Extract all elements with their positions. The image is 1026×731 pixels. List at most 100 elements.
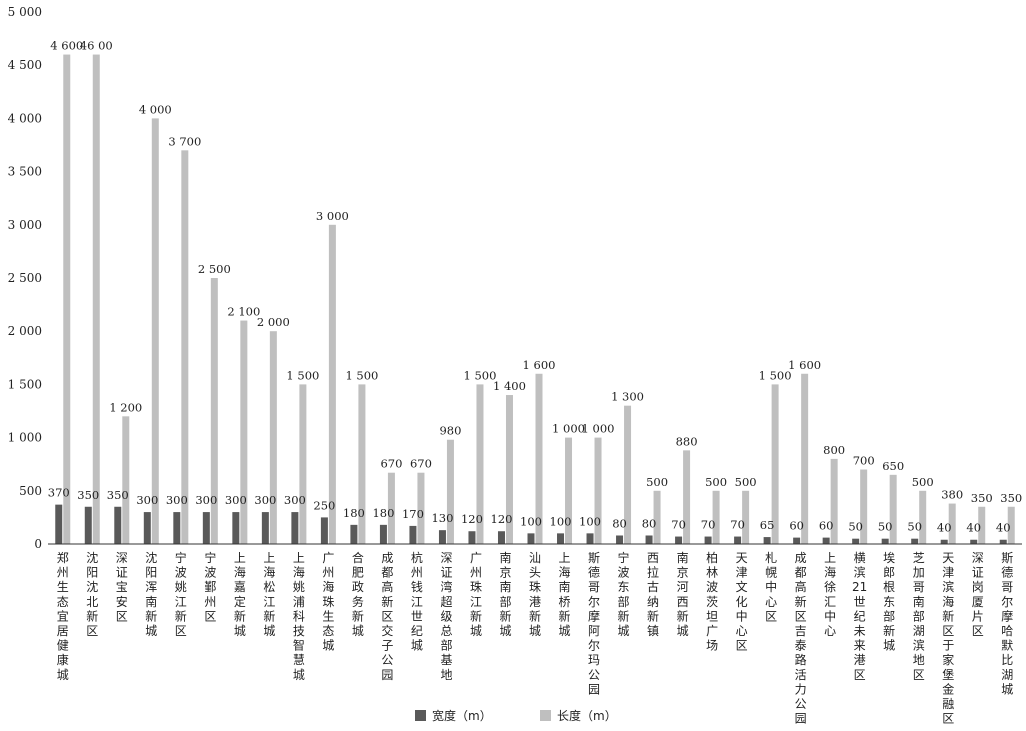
data-label-width: 300 [284,493,306,507]
bar-length [742,490,750,544]
data-label-width: 350 [107,488,129,502]
data-label-length: 800 [823,443,845,457]
bar-length [328,224,336,545]
data-label-length: 1 300 [611,390,644,404]
legend-swatch-width [415,710,426,721]
bar-width [438,530,446,544]
bar-length [210,278,218,544]
bar-width [114,506,122,544]
data-label-length: 46 00 [80,39,113,53]
data-label-width: 50 [848,520,863,534]
bar-length [269,331,277,544]
bar-width [202,512,210,544]
data-label-width: 300 [136,493,158,507]
category-label: 上海松江新城 [263,551,275,638]
bar-width [675,536,683,544]
bar-length [92,54,100,545]
bar-length [889,474,897,544]
y-tick-label: 4 000 [8,111,42,125]
data-label-width: 250 [313,498,335,512]
category-label: 天津文化中心区 [736,551,748,653]
data-label-width: 300 [166,493,188,507]
bar-length [299,384,307,544]
data-label-length: 880 [676,434,698,448]
data-label-length: 3 700 [168,134,201,148]
data-label-length: 1 600 [788,358,821,372]
category-label: 合肥政务新城 [352,550,364,638]
data-label-width: 60 [819,519,834,533]
data-label-length: 1 600 [523,358,556,372]
category-label: 沈阳沈北新区 [86,550,98,638]
category-label: 广州珠江新城 [470,551,482,638]
category-label: 广州海珠生态城 [322,551,334,653]
data-label-length: 700 [853,454,875,468]
data-label-width: 180 [372,506,394,520]
data-label-width: 70 [671,518,686,532]
category-label: 南京河西新城 [677,550,689,638]
data-label-width: 100 [550,514,572,528]
data-label-width: 120 [461,512,483,526]
bar-length [1007,506,1015,544]
data-label-width: 65 [760,518,775,532]
bar-width [320,517,328,544]
data-label-width: 40 [996,521,1011,535]
bar-length [181,150,189,544]
data-label-length: 670 [380,457,402,471]
y-tick-label: 3 500 [8,165,42,179]
data-label-width: 70 [701,518,716,532]
data-label-length: 4 000 [139,102,172,116]
data-label-length: 500 [705,475,727,489]
category-label: 埃郎根东部新城 [883,551,895,653]
bar-width [409,525,417,544]
category-label: 柏林波茨坦广场 [706,550,718,653]
bar-length [919,490,927,544]
category-label: 汕头珠港新城 [529,551,541,638]
data-label-length: 500 [912,475,934,489]
category-label: 上海南桥新城 [559,551,571,638]
bar-length [683,450,691,544]
data-label-width: 80 [642,516,657,530]
data-label-width: 100 [579,514,601,528]
category-label: 天津滨海新区于家堡金融区 [942,551,954,726]
bar-length [446,439,454,544]
data-label-width: 170 [402,507,424,521]
category-label: 斯德哥尔摩哈默比湖城 [1001,551,1013,696]
bar-length [653,490,661,544]
category-label: 杭州钱江世纪城 [411,550,423,653]
data-label-width: 300 [195,493,217,507]
data-label-length: 500 [735,475,757,489]
bar-length [565,437,573,544]
bar-length [476,384,484,544]
data-label-width: 130 [431,511,453,525]
data-label-width: 350 [77,488,99,502]
bar-length [151,118,159,545]
category-label: 芝加哥南部湖滨地区 [913,550,925,682]
bar-length [63,54,71,545]
data-label-width: 300 [225,493,247,507]
data-label-length: 1 000 [582,422,615,436]
data-label-length: 1 200 [109,400,142,414]
bars [55,54,1015,545]
category-label: 郑州生态宜居健康城 [57,550,69,682]
data-label-length: 350 [971,491,993,505]
data-label-width: 40 [966,521,981,535]
legend-label-length: 长度（m） [557,708,617,723]
bar-width [911,538,919,544]
y-tick-label: 2 500 [8,271,42,285]
bar-length [948,503,956,544]
data-label-width: 60 [789,519,804,533]
data-label-length: 2 500 [198,262,231,276]
bar-width [55,504,63,544]
data-label-length: 4 600 [50,39,83,53]
data-label-width: 370 [48,486,70,500]
bar-length [240,320,248,544]
bar-width [999,539,1007,544]
bar-width [822,537,830,544]
category-label: 沈阳浑南新城 [145,550,157,638]
data-label-width: 120 [491,512,513,526]
data-label-length: 670 [410,457,432,471]
data-label-width: 80 [612,516,627,530]
bar-length [358,384,366,544]
bar-length [624,405,632,544]
